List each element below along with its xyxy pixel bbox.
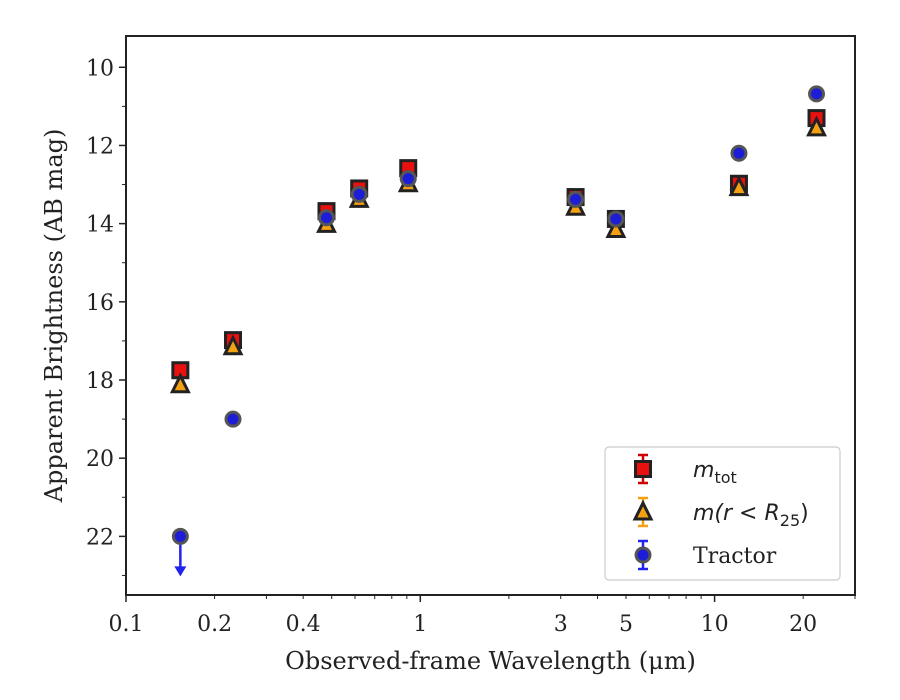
data-point-triangle <box>806 115 827 137</box>
x-axis: 0.1 0.2 0.4 1 3 5 10 20 <box>109 595 856 637</box>
data-point-circle <box>399 170 417 188</box>
data-point-circle <box>607 210 625 228</box>
x-tick-label: 0.4 <box>286 612 321 637</box>
y-tick-label: 12 <box>86 134 114 159</box>
data-point-circle <box>317 209 335 227</box>
y-tick-label: 10 <box>86 56 114 81</box>
x-axis-label: Observed-frame Wavelength (μm) <box>285 647 696 675</box>
y-axis: 10 12 14 16 18 20 22 <box>86 56 126 576</box>
upper-limit-arrow-head <box>174 566 187 577</box>
legend-box <box>604 446 841 581</box>
legend-entry: m(r < R25) <box>632 496 809 530</box>
data-point-triangle <box>169 372 191 394</box>
y-axis-label: Apparent Brightness (AB mag) <box>40 129 68 504</box>
y-tick-label: 22 <box>86 525 114 550</box>
y-tick-label: 20 <box>86 447 114 472</box>
x-tick-label: 3 <box>554 612 568 637</box>
plot-frame <box>125 35 856 596</box>
data-point-circle <box>808 85 826 103</box>
x-tick-label: 20 <box>789 612 817 637</box>
data-point-circle <box>171 527 189 545</box>
legend-entry: Tractor <box>634 539 777 571</box>
x-tick-label: 0.2 <box>197 612 232 637</box>
legend: mtot m(r < R25) Tractor <box>604 446 841 581</box>
data-point-triangle <box>222 334 244 356</box>
legend-marker-triangle <box>632 499 654 521</box>
y-tick-label: 16 <box>86 291 114 316</box>
y-tick-label: 14 <box>86 213 114 238</box>
x-tick-label: 10 <box>701 612 729 637</box>
data-point-circle <box>224 410 242 428</box>
x-tick-label: 5 <box>619 612 633 637</box>
legend-label: Tractor <box>693 544 777 569</box>
data-point-circle <box>730 144 748 162</box>
data-point-circle <box>567 190 585 208</box>
data-point-triangle <box>605 217 627 238</box>
series-circle <box>171 85 826 577</box>
x-tick-label: 1 <box>413 612 427 637</box>
legend-label: mtot <box>693 458 737 487</box>
legend-entry: mtot <box>634 453 737 487</box>
y-tick-label: 18 <box>86 369 114 394</box>
legend-marker-circle <box>634 546 652 564</box>
legend-label: m(r < R25) <box>693 501 809 530</box>
data-point-triangle <box>728 175 750 197</box>
series-triangle <box>169 115 827 394</box>
legend-marker-square <box>634 460 652 478</box>
x-tick-label: 0.1 <box>109 612 144 637</box>
data-markers <box>169 85 827 577</box>
series-square <box>171 109 826 380</box>
data-point-circle <box>350 185 368 203</box>
